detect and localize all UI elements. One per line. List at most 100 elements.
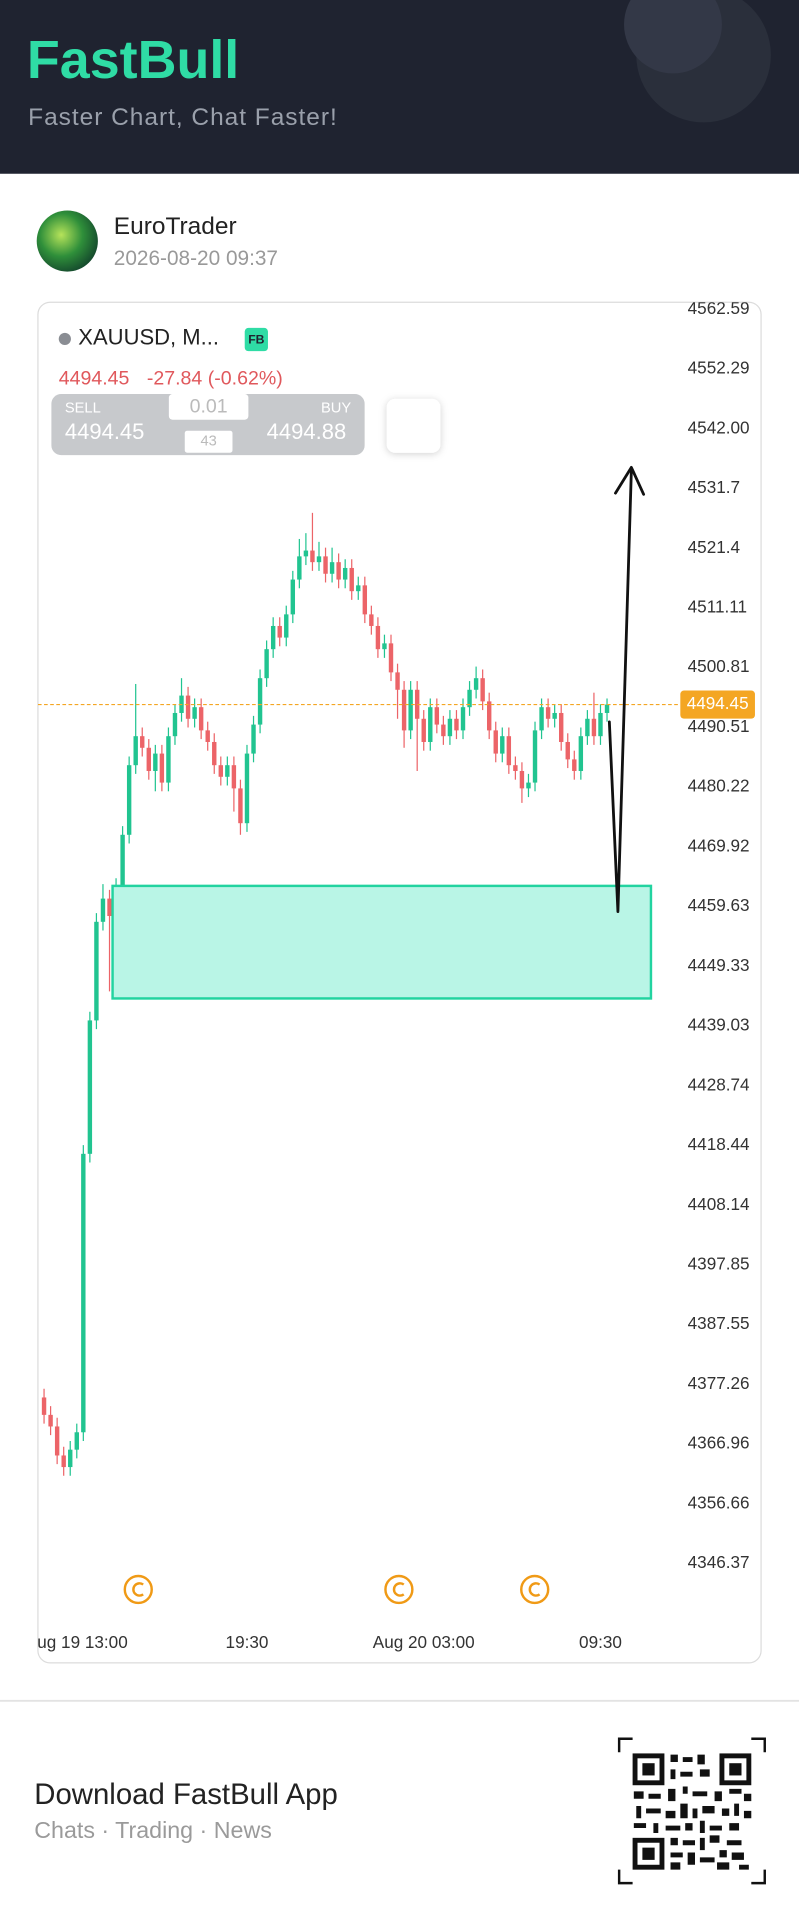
y-tick-label: 4500.81 bbox=[688, 656, 750, 676]
candle-body bbox=[545, 707, 551, 719]
quote-change: -27.84 (-0.62%) bbox=[147, 367, 283, 389]
candle-body bbox=[166, 736, 171, 783]
candle-body bbox=[329, 562, 335, 574]
y-tick-label: 4397.85 bbox=[688, 1253, 750, 1273]
arrow-line bbox=[607, 468, 633, 913]
candle-body bbox=[578, 736, 584, 771]
arrow-head bbox=[614, 466, 646, 496]
candle-body bbox=[375, 625, 381, 650]
spread: 43 bbox=[200, 434, 216, 450]
candle-body bbox=[493, 730, 498, 754]
candle-body bbox=[316, 556, 322, 563]
event-icon[interactable] bbox=[384, 1574, 414, 1605]
candle-body bbox=[185, 695, 191, 719]
tool-button[interactable] bbox=[386, 398, 441, 453]
candle-body bbox=[539, 707, 544, 731]
y-tick-label: 4449.33 bbox=[688, 955, 750, 975]
status-dot bbox=[58, 332, 71, 346]
candle-body bbox=[395, 672, 400, 690]
candle-body bbox=[369, 614, 374, 626]
event-icon[interactable] bbox=[123, 1574, 153, 1605]
y-tick-label: 4387.55 bbox=[688, 1313, 750, 1333]
arrow bbox=[607, 466, 646, 913]
candle-body bbox=[323, 556, 328, 574]
candle-body bbox=[310, 550, 315, 563]
qr-finder bbox=[642, 1847, 655, 1860]
candle-body bbox=[565, 741, 570, 760]
candle-body bbox=[48, 1414, 53, 1427]
candle-body bbox=[244, 753, 250, 824]
candle-body bbox=[362, 585, 368, 615]
candle-body bbox=[421, 718, 426, 742]
candle-body bbox=[454, 718, 459, 731]
y-tick-label: 4459.63 bbox=[688, 895, 750, 915]
candle-body bbox=[297, 556, 302, 580]
y-tick-label: 4418.44 bbox=[688, 1134, 750, 1154]
candle-body bbox=[467, 689, 472, 708]
zone-box bbox=[111, 884, 653, 1000]
x-axis: Aug 19 13:00 19:30 Aug 20 03:00 09:30 bbox=[38, 1632, 622, 1652]
candle-body bbox=[441, 724, 446, 737]
lot-box[interactable] bbox=[168, 393, 249, 420]
candle-body bbox=[428, 707, 433, 742]
candle-body bbox=[303, 550, 309, 557]
candle-body bbox=[349, 567, 354, 592]
buy-label[interactable]: BUY bbox=[321, 401, 351, 417]
qr-finder bbox=[642, 1763, 655, 1776]
event-icons bbox=[123, 1574, 550, 1605]
candle-body bbox=[87, 1020, 93, 1154]
candle-body bbox=[526, 782, 531, 789]
candle-body bbox=[532, 730, 538, 783]
candle-body bbox=[159, 753, 165, 783]
author[interactable]: EuroTrader bbox=[114, 213, 237, 240]
candle-body bbox=[54, 1426, 60, 1456]
y-tick-label: 4562.59 bbox=[688, 298, 750, 318]
y-tick-label: 4531.7 bbox=[688, 477, 740, 497]
y-axis: 4562.59 4552.29 4542.00 4531.7 4521.4 4511.11… bbox=[688, 298, 750, 1572]
candle-body bbox=[500, 736, 505, 754]
qr-modules bbox=[633, 1754, 752, 1870]
candle-body bbox=[585, 718, 590, 737]
candle-body bbox=[172, 712, 178, 737]
lot[interactable]: 0.01 bbox=[190, 396, 228, 418]
sell-label[interactable]: SELL bbox=[65, 401, 101, 417]
event-icon[interactable] bbox=[520, 1574, 550, 1605]
candle-body bbox=[218, 765, 224, 777]
y-tick-label: 4408.14 bbox=[688, 1194, 750, 1214]
x-tick-label: Aug 20 03:00 bbox=[373, 1632, 475, 1652]
qr-code[interactable] bbox=[617, 1737, 766, 1885]
candle-body bbox=[41, 1397, 47, 1415]
badge-bg bbox=[244, 327, 268, 352]
qr-finder bbox=[729, 1763, 742, 1776]
y-tick-label: 4542.00 bbox=[688, 417, 750, 437]
candle-body bbox=[513, 765, 518, 771]
candle-body bbox=[238, 788, 243, 824]
candle-body bbox=[414, 689, 420, 719]
header-decor bbox=[624, 0, 722, 74]
candle-body bbox=[100, 898, 106, 922]
symbol[interactable]: XAUUSD, M... bbox=[78, 325, 219, 350]
sell-price[interactable]: 4494.45 bbox=[65, 419, 145, 444]
x-tick-label: 09:30 bbox=[579, 1632, 622, 1652]
candle-body bbox=[94, 921, 99, 1021]
candle-body bbox=[388, 643, 394, 673]
trade-panel bbox=[51, 393, 365, 456]
candle-body bbox=[519, 770, 525, 789]
candle-body bbox=[231, 765, 237, 789]
candle-body bbox=[133, 736, 138, 766]
candles bbox=[41, 512, 610, 1476]
y-tick-label: 4377.26 bbox=[688, 1373, 750, 1393]
buy-price[interactable]: 4494.88 bbox=[267, 419, 347, 444]
candle-body bbox=[559, 712, 564, 742]
y-tick-label: 4480.22 bbox=[688, 776, 750, 796]
current-price: 4494.45 bbox=[37, 690, 755, 719]
y-tick-label: 4521.4 bbox=[688, 537, 741, 557]
footer-title[interactable]: Download FastBull App bbox=[34, 1778, 338, 1811]
avatar[interactable] bbox=[36, 210, 98, 272]
candle-body bbox=[68, 1449, 73, 1468]
candle-body bbox=[126, 765, 132, 835]
y-tick-label: 4469.92 bbox=[688, 835, 750, 855]
brand-title: FastBull bbox=[27, 30, 239, 90]
brand-subtitle: Faster Chart, Chat Faster! bbox=[28, 104, 338, 131]
